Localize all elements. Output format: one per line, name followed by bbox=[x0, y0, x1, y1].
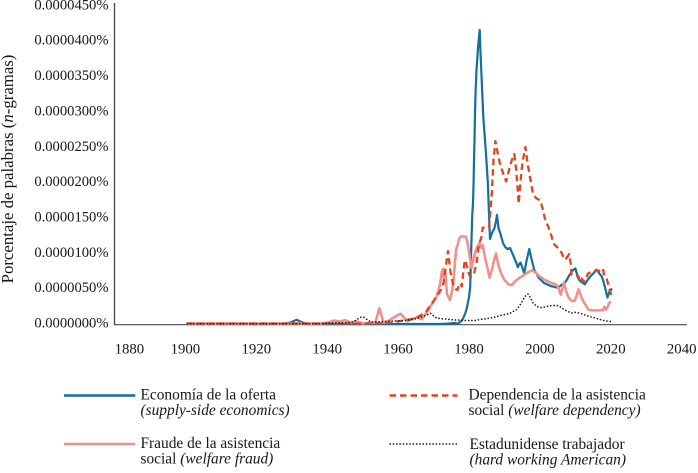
svg-text:0.0000050%: 0.0000050% bbox=[34, 280, 108, 296]
svg-text:0.0000450%: 0.0000450% bbox=[34, 0, 108, 13]
svg-text:1920: 1920 bbox=[242, 342, 272, 358]
svg-text:2000: 2000 bbox=[525, 342, 555, 358]
svg-text:1960: 1960 bbox=[383, 342, 413, 358]
svg-text:1940: 1940 bbox=[312, 342, 342, 358]
svg-text:0.0000300%: 0.0000300% bbox=[34, 103, 108, 119]
svg-text:0.0000100%: 0.0000100% bbox=[34, 245, 108, 261]
svg-text:2020: 2020 bbox=[596, 342, 626, 358]
svg-text:1980: 1980 bbox=[454, 342, 484, 358]
svg-text:1900: 1900 bbox=[171, 342, 201, 358]
svg-text:social (welfare dependency): social (welfare dependency) bbox=[469, 402, 641, 419]
svg-text:0.0000150%: 0.0000150% bbox=[34, 209, 108, 225]
svg-text:Estadunidense trabajador: Estadunidense trabajador bbox=[470, 436, 625, 453]
svg-text:0.0000200%: 0.0000200% bbox=[34, 174, 108, 190]
svg-text:2040: 2040 bbox=[667, 342, 697, 358]
svg-text:Economía de la oferta: Economía de la oferta bbox=[141, 386, 277, 403]
svg-text:0.0000350%: 0.0000350% bbox=[34, 68, 108, 84]
svg-text:0.0000400%: 0.0000400% bbox=[34, 33, 108, 49]
svg-text:social (welfare fraud): social (welfare fraud) bbox=[141, 450, 274, 467]
svg-text:0.0000250%: 0.0000250% bbox=[34, 139, 108, 155]
svg-text:(supply-side economics): (supply-side economics) bbox=[141, 402, 290, 419]
svg-text:Porcentaje de palabras (n-gram: Porcentaje de palabras (n-gramas) bbox=[0, 55, 17, 284]
svg-text:(hard working American): (hard working American) bbox=[470, 451, 626, 468]
svg-text:1880: 1880 bbox=[115, 342, 145, 358]
svg-text:Fraude de la asistencia: Fraude de la asistencia bbox=[141, 435, 281, 452]
svg-text:0.0000000%: 0.0000000% bbox=[34, 316, 108, 332]
svg-text:Dependencia de la asistencia: Dependencia de la asistencia bbox=[469, 386, 646, 403]
